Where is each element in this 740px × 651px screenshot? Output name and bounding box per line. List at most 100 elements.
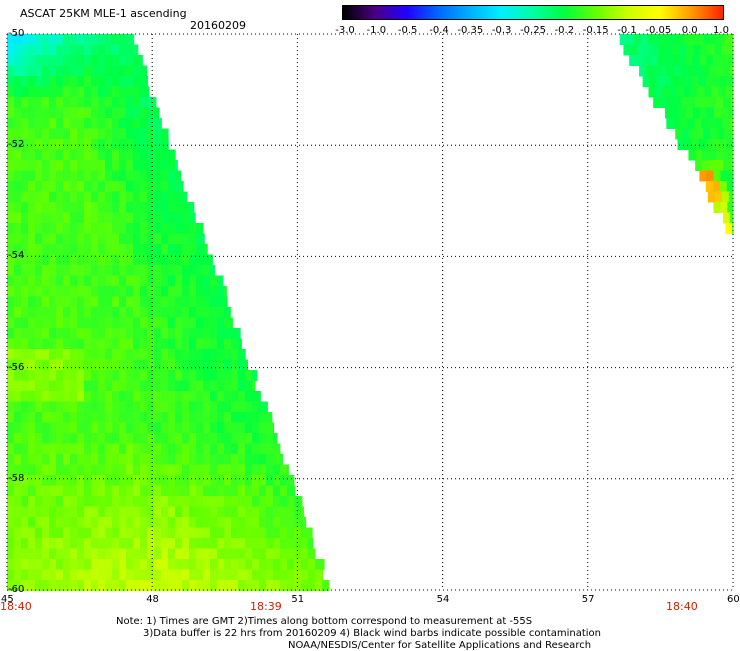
wind-cell (182, 307, 190, 318)
wind-cell (245, 506, 253, 518)
wind-cell (91, 275, 99, 287)
wind-cell (726, 181, 734, 192)
wind-cell (168, 223, 176, 234)
wind-cell (168, 128, 169, 140)
wind-cell (7, 160, 15, 171)
wind-cell (126, 412, 134, 423)
wind-cell (56, 349, 64, 360)
wind-cell (21, 254, 29, 266)
wind-cell (689, 34, 698, 45)
wind-cell (161, 317, 169, 329)
wind-cell (238, 475, 246, 486)
wind-cell (147, 328, 155, 339)
wind-cell (140, 212, 148, 224)
wind-cell (49, 559, 57, 570)
wind-cell (700, 44, 708, 56)
wind-cell (35, 485, 43, 497)
wind-cell (7, 328, 15, 339)
wind-cell (112, 359, 120, 371)
wind-cell (126, 160, 134, 171)
wind-cell (98, 317, 106, 329)
wind-cell (280, 580, 288, 591)
wind-cell (718, 86, 727, 98)
wind-cell (70, 328, 78, 339)
wind-cell (196, 496, 204, 507)
wind-cell (203, 244, 208, 255)
wind-cell (28, 338, 36, 350)
wind-cell (147, 76, 149, 87)
product-date: 20160209 (190, 19, 246, 32)
wind-cell (189, 275, 197, 287)
wind-cell (91, 359, 99, 371)
wind-cell (56, 548, 64, 560)
wind-cell (42, 202, 50, 213)
wind-cell (196, 380, 204, 392)
wind-cell (105, 328, 113, 339)
wind-cell (98, 86, 106, 98)
wind-cell (98, 370, 106, 381)
wind-cell (112, 548, 120, 560)
wind-cell (695, 149, 703, 161)
wind-cell (182, 538, 190, 549)
wind-cell (42, 170, 50, 182)
color-scale-bar (342, 5, 724, 20)
wind-cell (28, 370, 36, 381)
wind-cell (688, 149, 696, 161)
wind-cell (217, 506, 225, 518)
wind-cell (91, 307, 99, 318)
wind-cell (98, 202, 106, 213)
wind-cell (98, 433, 106, 444)
wind-cell (280, 464, 288, 476)
wind-cell (245, 359, 248, 371)
wind-cell (84, 506, 92, 518)
wind-cell (63, 191, 71, 203)
wind-cell (28, 548, 36, 560)
wind-cell (721, 191, 730, 203)
wind-cell (112, 412, 120, 423)
wind-cell (112, 149, 120, 161)
wind-cell (14, 370, 22, 381)
wind-cell (21, 538, 29, 549)
wind-cell (168, 580, 176, 591)
wind-cell (112, 34, 120, 45)
wind-cell (161, 254, 169, 266)
wind-cell (133, 65, 141, 77)
wind-cell (14, 44, 22, 56)
wind-cell (42, 569, 50, 581)
wind-cell (112, 527, 120, 539)
wind-cell (182, 485, 190, 497)
wind-cell (35, 97, 43, 108)
wind-cell (119, 328, 127, 339)
wind-cell (667, 97, 675, 108)
wind-cell (91, 580, 99, 591)
wind-cell (91, 559, 99, 570)
wind-cell (224, 548, 232, 560)
wind-cell (49, 496, 57, 507)
wind-cell (42, 485, 50, 497)
wind-cell (49, 244, 57, 255)
wind-cell (84, 328, 92, 339)
wind-cell (154, 191, 162, 203)
wind-cell (681, 97, 689, 108)
wind-cell (28, 527, 36, 539)
wind-cell (126, 538, 134, 549)
wind-cell (677, 76, 686, 87)
wind-cell (98, 328, 106, 339)
wind-cell (42, 139, 50, 150)
wind-cell (42, 265, 50, 276)
wind-cell (70, 401, 78, 413)
wind-cell (42, 149, 50, 161)
wind-cell (35, 128, 43, 140)
wind-cell (203, 296, 211, 308)
wind-cell (91, 422, 99, 434)
wind-cell (217, 443, 225, 455)
wind-cell (196, 527, 204, 539)
wind-cell (329, 580, 330, 591)
wind-cell (70, 485, 78, 497)
wind-cell (724, 128, 732, 140)
wind-cell (672, 107, 680, 119)
wind-cell (728, 107, 734, 119)
wind-cell (301, 548, 309, 560)
wind-cell (273, 506, 281, 518)
wind-cell (98, 307, 106, 318)
